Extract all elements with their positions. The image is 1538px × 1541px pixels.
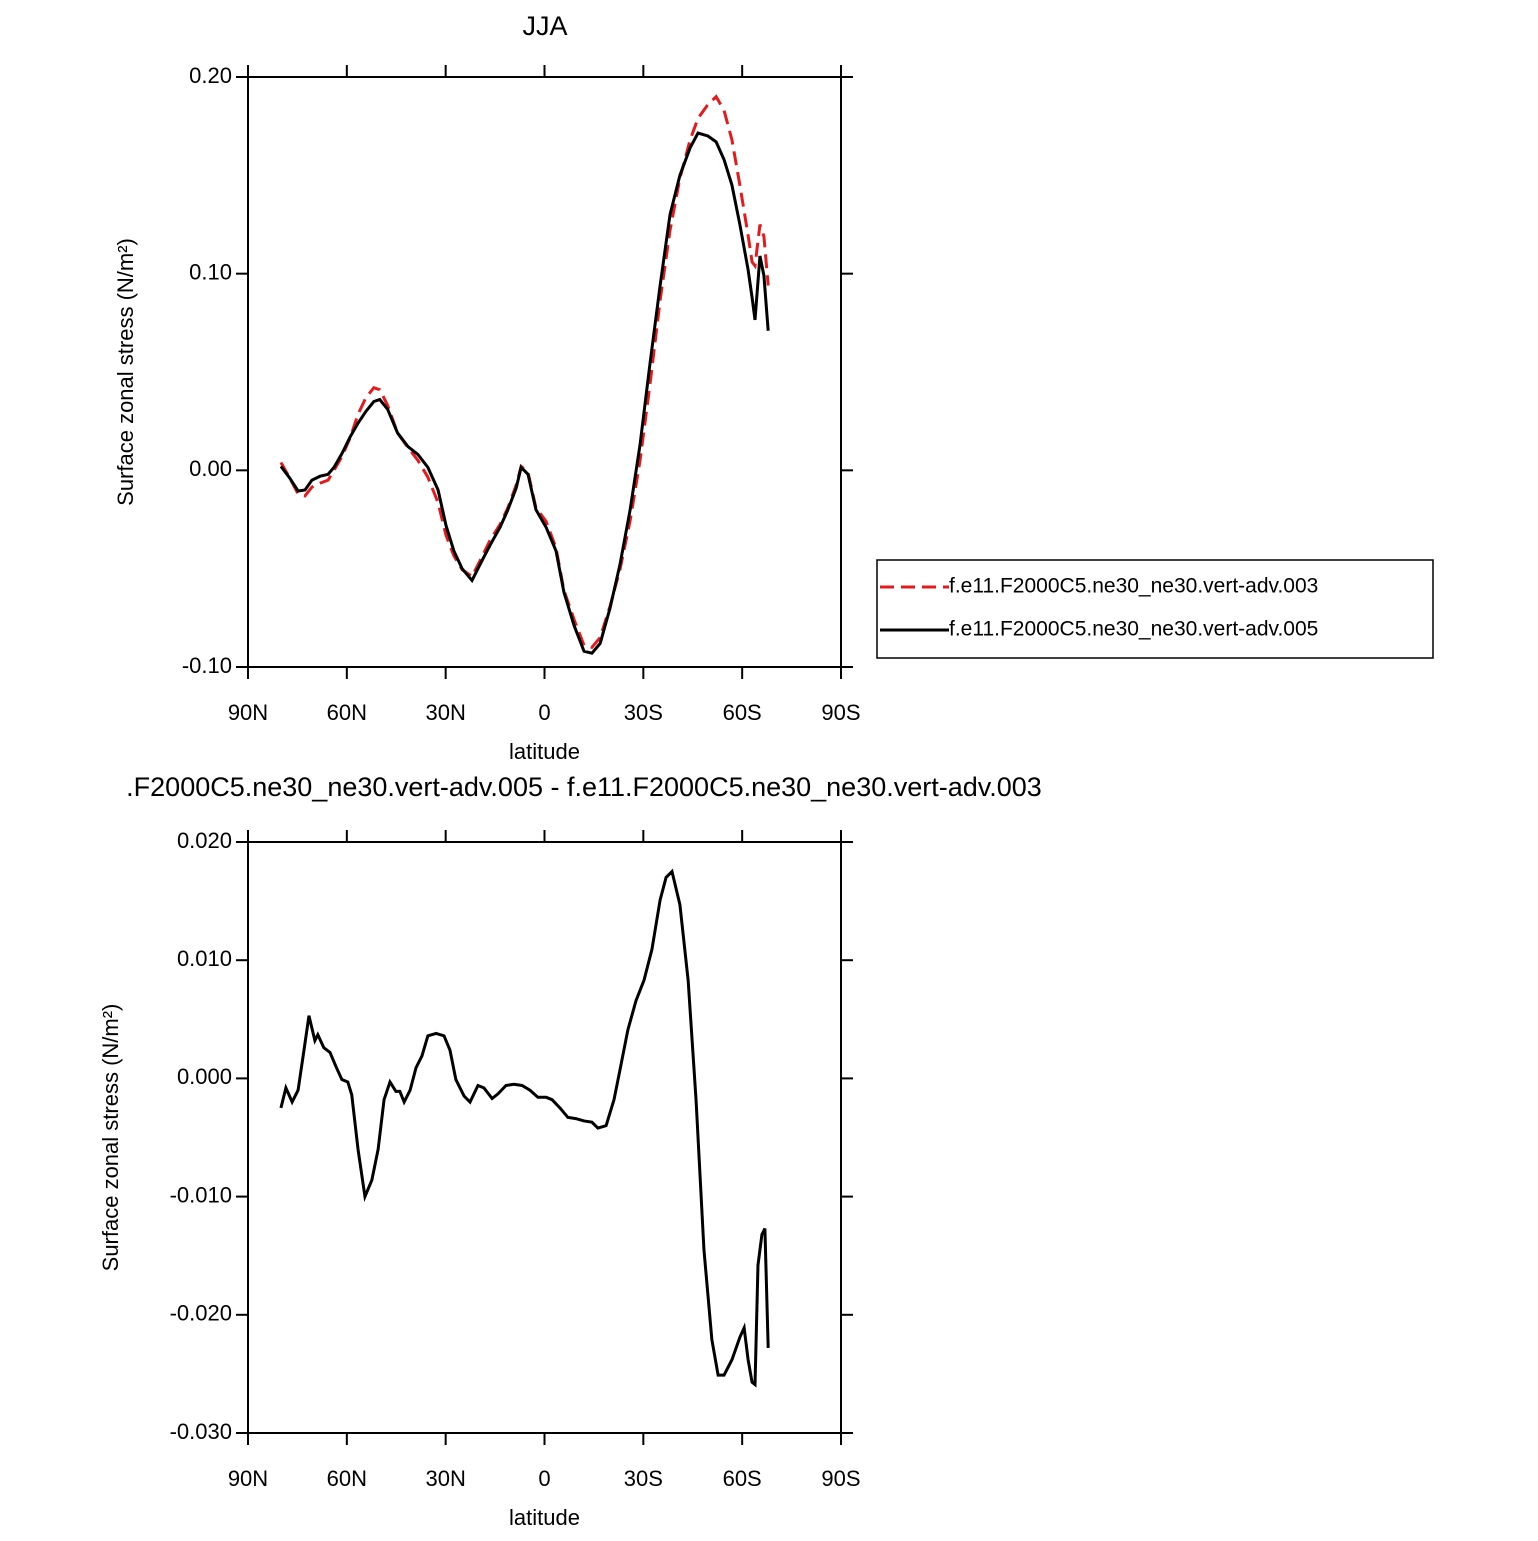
plot-frame [247, 841, 842, 1434]
y-axis-label: Surface zonal stress (N/m²) [98, 1004, 123, 1272]
y-tick-label: 0.010 [177, 946, 232, 971]
y-axis-label: Surface zonal stress (N/m²) [113, 238, 138, 506]
x-axis-label: latitude [509, 1505, 580, 1530]
x-tick-label: 60N [327, 1466, 367, 1491]
x-tick-label: 90S [821, 1466, 860, 1491]
y-tick-label: 0.000 [177, 1064, 232, 1089]
legend-box [876, 559, 1434, 659]
x-tick-label: 90S [821, 700, 860, 725]
x-tick-label: 30N [425, 700, 465, 725]
y-tick-label: 0.00 [189, 456, 232, 481]
x-tick-label: 60N [327, 700, 367, 725]
data-line [279, 94, 770, 650]
x-tick-label: 0 [538, 700, 550, 725]
x-tick-label: 60S [723, 700, 762, 725]
y-tick-label: -0.020 [170, 1301, 232, 1326]
chart-title: JJA [522, 11, 567, 41]
y-tick-label: 0.20 [189, 63, 232, 88]
x-tick-label: 30N [425, 1466, 465, 1491]
x-tick-label: 60S [723, 1466, 762, 1491]
y-tick-label: -0.030 [170, 1419, 232, 1444]
y-tick-label: -0.010 [170, 1182, 232, 1207]
x-tick-label: 0 [538, 1466, 550, 1491]
legend-label: f.e11.F2000C5.ne30_ne30.vert-adv.003 [949, 575, 1318, 598]
data-line [279, 131, 770, 655]
chart-title: .F2000C5.ne30_ne30.vert-adv.005 - f.e11.… [126, 772, 1042, 802]
x-tick-label: 90N [228, 700, 268, 725]
x-axis-label: latitude [509, 739, 580, 764]
y-tick-label: 0.10 [189, 259, 232, 284]
x-tick-label: 30S [624, 700, 663, 725]
plot-frame [247, 76, 842, 668]
y-tick-label: 0.020 [177, 828, 232, 853]
data-line [279, 868, 770, 1388]
y-tick-label: -0.10 [182, 653, 232, 678]
x-tick-label: 30S [624, 1466, 663, 1491]
x-tick-label: 90N [228, 1466, 268, 1491]
legend-label: f.e11.F2000C5.ne30_ne30.vert-adv.005 [949, 618, 1318, 641]
